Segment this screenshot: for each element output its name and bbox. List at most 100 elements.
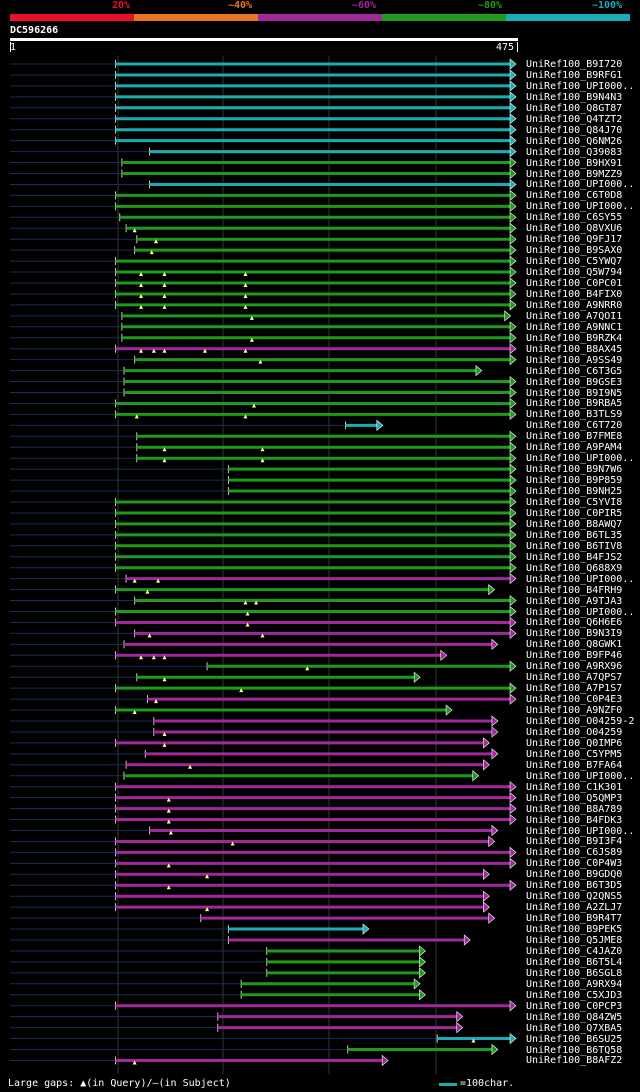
hit-label[interactable]: UniRef100_UPI000.. [526, 770, 635, 782]
hit-label[interactable]: UniRef100_B9I9N5 [526, 387, 623, 399]
hit-label[interactable]: UniRef100_Q39083 [526, 146, 623, 158]
hit-label[interactable]: UniRef100_B4FIX0 [526, 288, 623, 300]
hit-label[interactable]: UniRef100_B9R4T7 [526, 913, 623, 925]
hit-label[interactable]: UniRef100_C1K301 [526, 781, 623, 793]
hit-label[interactable]: UniRef100_B7FME8 [526, 431, 623, 443]
hit-label[interactable]: UniRef100_B6SGL8 [526, 967, 623, 979]
hit-label[interactable]: UniRef100_B9I720 [526, 59, 623, 70]
hit-label[interactable]: UniRef100_B9P859 [526, 475, 623, 487]
hit-arrow-head [509, 277, 517, 289]
hit-label[interactable]: UniRef100_A7P1S7 [526, 683, 623, 695]
hit-label[interactable]: UniRef100_B9NH25 [526, 486, 623, 498]
hit-label[interactable]: UniRef100_O04259 [526, 726, 623, 738]
query-gap-marker [132, 578, 137, 583]
hit-label[interactable]: UniRef100_Q688X9 [526, 562, 623, 574]
hit-label[interactable]: UniRef100_C4JAZ0 [526, 945, 623, 957]
hit-label[interactable]: UniRef100_A9TJA3 [526, 595, 623, 607]
hit-label[interactable]: UniRef100_B6TL35 [526, 529, 623, 541]
hit-label[interactable]: UniRef100_B6SU25 [526, 1033, 623, 1045]
hit-label[interactable]: UniRef100_Q5W794 [526, 267, 623, 279]
hit-label[interactable]: UniRef100_Q8GWK1 [526, 639, 623, 651]
hit-label[interactable]: UniRef100_A7QPS7 [526, 672, 623, 684]
hit-label[interactable]: UniRef100_UPI000.. [526, 453, 635, 465]
hit-label[interactable]: UniRef100_C5XJD3 [526, 989, 623, 1001]
hit-label[interactable]: UniRef100_Q2QNS5 [526, 891, 623, 903]
hit-label[interactable]: UniRef100_C0P4W3 [526, 858, 623, 870]
hit-label[interactable]: UniRef100_O04259-2 [526, 716, 635, 727]
hit-label[interactable]: UniRef100_B9N3I9 [526, 628, 623, 640]
hit-label[interactable]: UniRef100_UPI000.. [526, 825, 635, 837]
hit-label[interactable]: UniRef100_C5YWQ7 [526, 256, 623, 268]
hit-label[interactable]: UniRef100_B6TQ58 [526, 1044, 623, 1056]
hit-label[interactable]: UniRef100_B9N7W6 [526, 464, 623, 476]
hit-label[interactable]: UniRef100_B3TLS9 [526, 409, 623, 421]
hit-label[interactable]: UniRef100_Q9FJ17 [526, 234, 623, 246]
hit-label[interactable]: UniRef100_B8AX45 [526, 343, 623, 355]
hit-label[interactable]: UniRef100_B4FDK3 [526, 814, 623, 826]
hit-arrow-head [509, 102, 517, 114]
hit-arrow-head [509, 113, 517, 125]
hit-label[interactable]: UniRef100_B9GSE3 [526, 376, 623, 388]
hit-label[interactable]: UniRef100_Q7XBA5 [526, 1022, 623, 1034]
hit-label[interactable]: UniRef100_C0P4E3 [526, 694, 623, 706]
hit-label[interactable]: UniRef100_C0PIR5 [526, 507, 623, 519]
hit-label[interactable]: UniRef100_B4FJS2 [526, 551, 623, 563]
hit-label[interactable]: UniRef100_A9NNC1 [526, 321, 623, 333]
hit-label[interactable]: UniRef100_B9SAX0 [526, 245, 623, 257]
hit-arrow-head [509, 627, 517, 640]
hit-label[interactable]: UniRef100_A9PAM4 [526, 442, 623, 454]
hit-label[interactable]: UniRef100_B4FRH9 [526, 584, 623, 596]
hit-label[interactable]: UniRef100_B8A789 [526, 803, 623, 815]
hit-label[interactable]: UniRef100_B8AWQ7 [526, 518, 623, 530]
hit-label[interactable]: UniRef100_A9RX94 [526, 978, 623, 990]
hit-arrow-head [509, 386, 517, 399]
hit-label[interactable]: UniRef100_C6JS89 [526, 847, 623, 859]
hit-label[interactable]: UniRef100_B9RFG1 [526, 69, 623, 81]
hit-label[interactable]: UniRef100_C0PCP3 [526, 1000, 623, 1012]
hit-label[interactable]: UniRef100_B6T3D5 [526, 880, 623, 892]
gaps-legend: Large gaps: ▲(in Query)/—(in Subject) [8, 1078, 231, 1089]
hit-label[interactable]: UniRef100_B9PEK5 [526, 924, 623, 936]
hit-label[interactable]: UniRef100_Q6H6E6 [526, 617, 623, 629]
hit-label[interactable]: UniRef100_A9NZF0 [526, 705, 623, 717]
hit-label[interactable]: UniRef100_Q5JME8 [526, 935, 623, 946]
hit-label[interactable]: UniRef100_Q8GT87 [526, 102, 623, 114]
hit-label[interactable]: UniRef100_B9HX91 [526, 157, 623, 169]
hit-label[interactable]: UniRef100_B9FP46 [526, 650, 623, 662]
hit-label[interactable]: UniRef100_UPI000.. [526, 179, 635, 191]
hit-label[interactable]: UniRef100_B9RBA5 [526, 398, 623, 410]
hit-label[interactable]: UniRef100_A9RX96 [526, 661, 623, 673]
hit-label[interactable]: UniRef100_UPI000.. [526, 201, 635, 213]
hit-label[interactable]: UniRef100_Q5QMP3 [526, 792, 623, 804]
hit-label[interactable]: UniRef100_C5YVI8 [526, 497, 623, 508]
hit-label[interactable]: UniRef100_B7FA64 [526, 759, 623, 771]
hit-label[interactable]: UniRef100_Q0IMP6 [526, 737, 623, 749]
hit-label[interactable]: UniRef100_UPI000.. [526, 80, 635, 92]
hit-label[interactable]: UniRef100_B9RZK4 [526, 332, 623, 344]
hit-label[interactable]: UniRef100_C6T0D8 [526, 190, 623, 202]
hit-label[interactable]: UniRef100_C0PC01 [526, 278, 623, 289]
hit-label[interactable]: UniRef100_B9N4N3 [526, 91, 623, 103]
hit-label[interactable]: UniRef100_A7QOI1 [526, 310, 623, 322]
hit-label[interactable]: UniRef100_A9NRR0 [526, 299, 623, 311]
hit-label[interactable]: UniRef100_UPI000.. [526, 606, 635, 618]
hit-label[interactable]: UniRef100_C6T720 [526, 420, 623, 432]
hit-label[interactable]: UniRef100_B8AFZ2 [526, 1055, 623, 1067]
hit-label[interactable]: UniRef100_C5YPM5 [526, 748, 623, 760]
hit-label[interactable]: UniRef100_Q84ZW5 [526, 1011, 623, 1023]
hit-label[interactable]: UniRef100_Q8VXU6 [526, 223, 623, 235]
hit-label[interactable]: UniRef100_Q4TZT2 [526, 113, 623, 125]
hit-label[interactable]: UniRef100_B6T5L4 [526, 956, 623, 968]
hit-label[interactable]: UniRef100_A9SS49 [526, 354, 623, 366]
hit-label[interactable]: UniRef100_C6SY55 [526, 212, 623, 224]
hit-label[interactable]: UniRef100_B9I3F4 [526, 836, 623, 848]
query-gap-marker [162, 458, 167, 463]
hit-label[interactable]: UniRef100_B9MZZ9 [526, 168, 623, 180]
hit-label[interactable]: UniRef100_B9GDQ0 [526, 869, 623, 881]
hit-label[interactable]: UniRef100_Q6NM26 [526, 135, 623, 147]
hit-label[interactable]: UniRef100_Q84J70 [526, 124, 623, 136]
hit-label[interactable]: UniRef100_C6T3G5 [526, 365, 623, 377]
hit-label[interactable]: UniRef100_UPI000.. [526, 573, 635, 585]
hit-label[interactable]: UniRef100_B6TIV8 [526, 540, 623, 552]
hit-label[interactable]: UniRef100_A2ZLJ7 [526, 902, 623, 914]
